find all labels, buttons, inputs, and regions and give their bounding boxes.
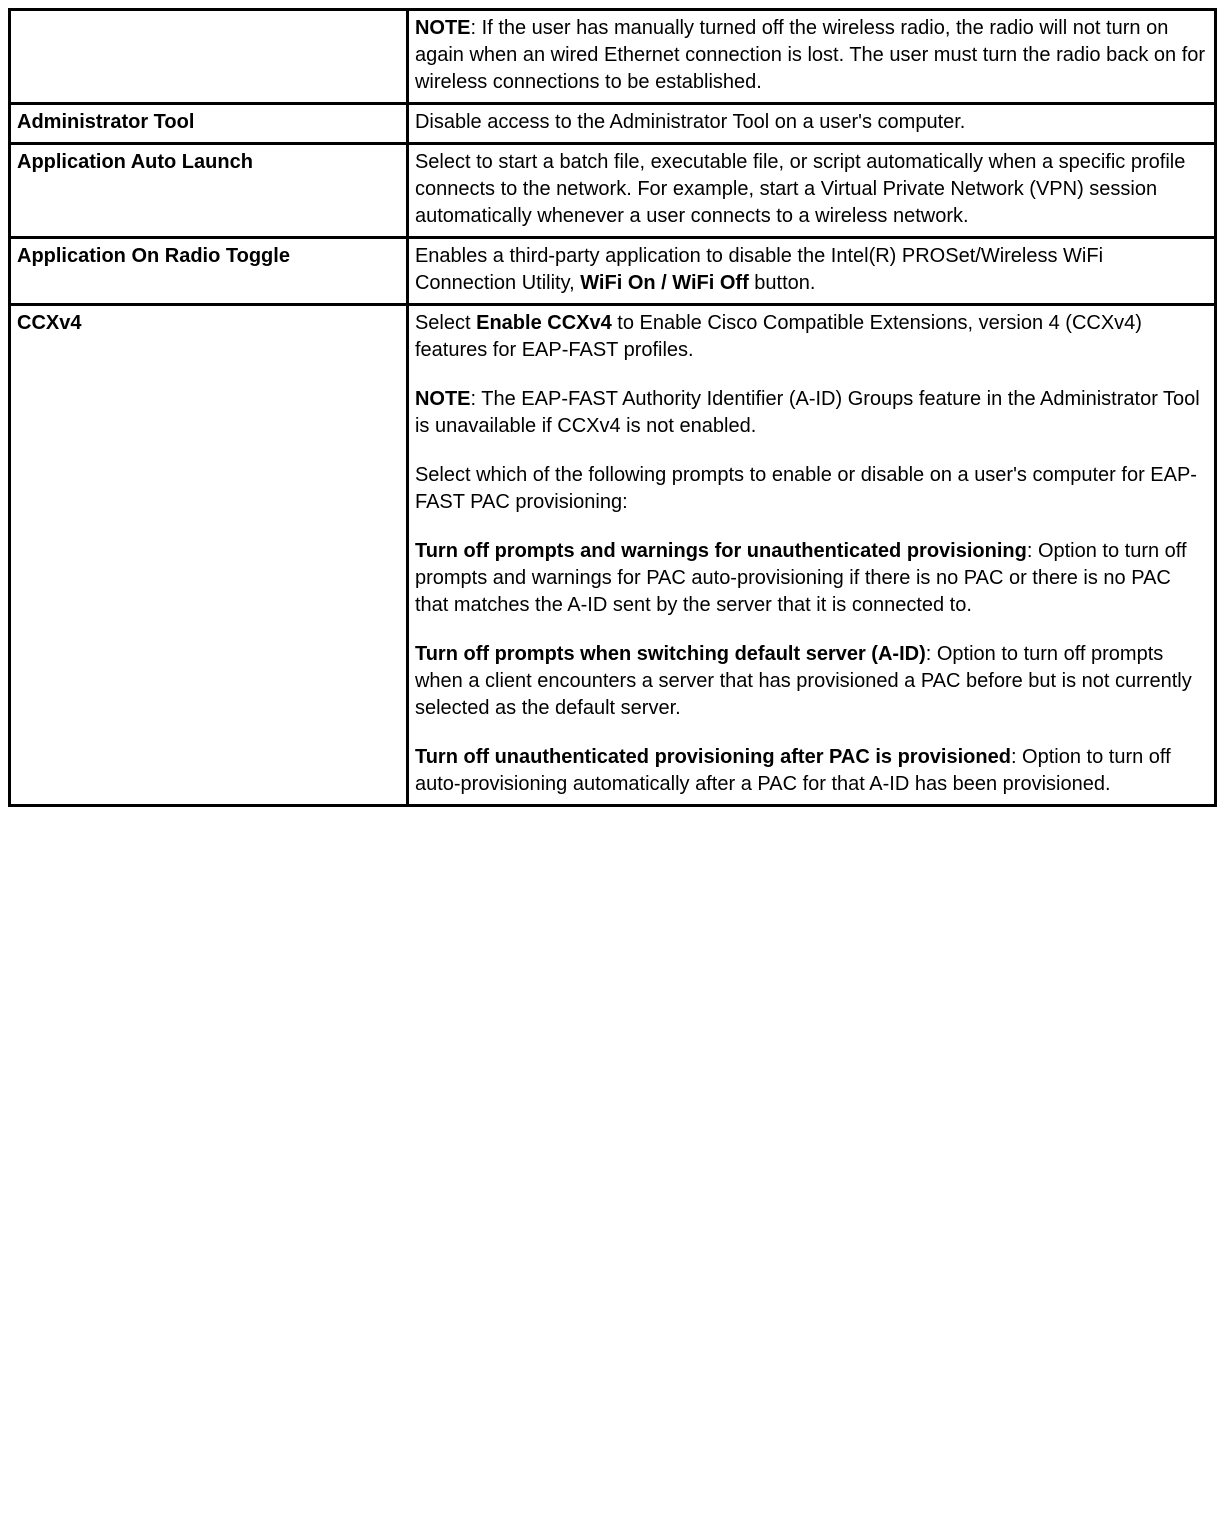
setting-name: CCXv4 — [10, 305, 408, 806]
paragraph: NOTE: The EAP-FAST Authority Identifier … — [415, 386, 1208, 440]
text: : If the user has manually turned off th… — [415, 17, 1205, 93]
table-row: Application On Radio ToggleEnables a thi… — [10, 238, 1216, 305]
bold-text: Turn off prompts and warnings for unauth… — [415, 540, 1027, 562]
setting-name — [10, 10, 408, 104]
text: Select to start a batch file, executable… — [415, 151, 1185, 227]
table-row: NOTE: If the user has manually turned of… — [10, 10, 1216, 104]
table-row: CCXv4Select Enable CCXv4 to Enable Cisco… — [10, 305, 1216, 806]
setting-description: Disable access to the Administrator Tool… — [407, 104, 1215, 144]
setting-description: Select to start a batch file, executable… — [407, 144, 1215, 238]
setting-description: Select Enable CCXv4 to Enable Cisco Comp… — [407, 305, 1215, 806]
text: : The EAP-FAST Authority Identifier (A-I… — [415, 388, 1200, 437]
bold-text: Turn off prompts when switching default … — [415, 643, 926, 665]
setting-name: Application Auto Launch — [10, 144, 408, 238]
bold-text: NOTE — [415, 17, 471, 39]
bold-text: NOTE — [415, 388, 471, 410]
text: Disable access to the Administrator Tool… — [415, 111, 965, 133]
setting-name: Administrator Tool — [10, 104, 408, 144]
paragraph: Turn off unauthenticated provisioning af… — [415, 744, 1208, 798]
setting-description: Enables a third-party application to dis… — [407, 238, 1215, 305]
setting-description: NOTE: If the user has manually turned of… — [407, 10, 1215, 104]
paragraph: Select Enable CCXv4 to Enable Cisco Comp… — [415, 310, 1208, 364]
settings-table: NOTE: If the user has manually turned of… — [8, 8, 1217, 807]
setting-name: Application On Radio Toggle — [10, 238, 408, 305]
text: Select — [415, 312, 476, 334]
text: Select which of the following prompts to… — [415, 464, 1197, 513]
paragraph: Turn off prompts and warnings for unauth… — [415, 538, 1208, 619]
text: button. — [749, 272, 816, 294]
bold-text: WiFi On / WiFi Off — [580, 272, 749, 294]
paragraph: Turn off prompts when switching default … — [415, 641, 1208, 722]
table-row: Administrator Tool Disable access to the … — [10, 104, 1216, 144]
bold-text: Enable CCXv4 — [476, 312, 612, 334]
bold-text: Turn off unauthenticated provisioning af… — [415, 746, 1011, 768]
table-row: Application Auto LaunchSelect to start a… — [10, 144, 1216, 238]
paragraph: Select which of the following prompts to… — [415, 462, 1208, 516]
settings-table-body: NOTE: If the user has manually turned of… — [10, 10, 1216, 806]
